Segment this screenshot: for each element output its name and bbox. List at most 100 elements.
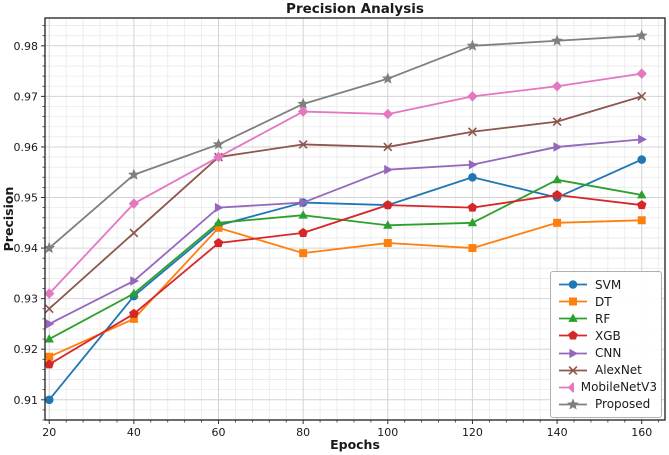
marker-x xyxy=(637,91,647,101)
plot-frame xyxy=(44,17,666,421)
marker-star xyxy=(297,97,310,109)
marker-square xyxy=(383,239,392,248)
legend-item-dt: DT xyxy=(558,293,657,310)
marker-triangle-right xyxy=(569,348,579,358)
marker-x xyxy=(568,365,578,375)
y-tick-label: 0.97 xyxy=(14,90,39,103)
legend-item-mobilenetv3: MobileNetV3 xyxy=(558,379,657,396)
marker-square xyxy=(569,297,577,306)
marker-pentagon xyxy=(552,189,562,200)
x-tick-label: 120 xyxy=(462,426,483,439)
marker-square xyxy=(214,223,223,232)
marker-pentagon xyxy=(636,200,647,210)
marker-square xyxy=(468,244,477,253)
x-tick-label: 140 xyxy=(547,426,568,439)
marker-x xyxy=(552,117,562,127)
series-line xyxy=(48,95,642,310)
legend-label: XGB xyxy=(595,328,621,343)
x-tick-label: 60 xyxy=(212,426,226,439)
legend-item-cnn: CNN xyxy=(558,345,657,362)
marker-circle xyxy=(45,395,54,405)
marker-triangle-right xyxy=(553,142,563,152)
marker-triangle-right xyxy=(45,319,55,329)
marker-diamond xyxy=(551,81,563,92)
y-tick-label: 0.95 xyxy=(14,192,39,205)
x-tick-label: 100 xyxy=(377,426,398,439)
marker-triangle-right xyxy=(468,159,478,170)
marker-triangle-right xyxy=(384,164,393,175)
marker-star xyxy=(381,72,394,84)
y-tick-label: 0.93 xyxy=(14,293,39,306)
series-line xyxy=(48,219,642,358)
marker-star xyxy=(45,241,56,254)
x-tick-label: 20 xyxy=(42,426,56,439)
marker-star xyxy=(551,34,563,46)
series-line xyxy=(48,194,642,366)
series-Proposed xyxy=(45,29,648,254)
y-tick-label: 0.94 xyxy=(14,242,39,255)
chart-title: Precision Analysis xyxy=(286,1,424,17)
legend-item-rf: RF xyxy=(558,310,657,327)
marker-triangle-up xyxy=(467,217,478,227)
legend-label: MobileNetV3 xyxy=(580,380,657,395)
marker-triangle-up xyxy=(568,313,578,323)
marker-triangle-up xyxy=(637,189,647,199)
marker-pentagon xyxy=(298,227,308,237)
marker-x xyxy=(298,139,308,149)
marker-pentagon xyxy=(467,202,478,212)
legend-label: Proposed xyxy=(595,397,651,412)
legend-item-svm: SVM xyxy=(558,276,657,293)
legend-swatch xyxy=(559,313,587,323)
marker-diamond xyxy=(636,68,647,79)
marker-diamond xyxy=(467,91,478,102)
marker-pentagon xyxy=(213,238,224,248)
marker-square xyxy=(637,216,646,225)
legend-item-alexnet: AlexNet xyxy=(558,362,657,379)
legend: SVM DT RF XGB CNN AlexNet MobileNetV3 Proposed xyxy=(550,271,662,418)
x-axis-label: Epochs xyxy=(330,437,380,452)
legend-label: CNN xyxy=(595,346,622,361)
marker-x xyxy=(129,228,139,238)
marker-x xyxy=(383,142,393,152)
legend-item-proposed: Proposed xyxy=(558,396,657,413)
marker-square xyxy=(129,314,138,323)
marker-pentagon xyxy=(383,200,393,210)
marker-triangle-right xyxy=(638,134,647,145)
series-DT xyxy=(45,216,646,361)
marker-circle xyxy=(468,172,477,182)
series-MobileNetV3 xyxy=(45,68,647,299)
marker-square xyxy=(45,352,54,361)
legend-swatch xyxy=(559,330,587,340)
y-tick-label: 0.96 xyxy=(14,141,39,154)
legend-label: RF xyxy=(595,311,611,326)
marker-star xyxy=(635,29,648,41)
marker-square xyxy=(553,218,562,227)
series-line xyxy=(48,158,643,401)
series-XGB xyxy=(45,189,647,369)
marker-triangle-up xyxy=(552,174,562,184)
series-line xyxy=(48,138,642,325)
marker-diamond xyxy=(128,198,140,209)
marker-star xyxy=(212,138,225,150)
legend-item-xgb: XGB xyxy=(558,327,657,344)
marker-triangle-up xyxy=(383,220,393,229)
series-CNN xyxy=(45,134,647,329)
marker-diamond xyxy=(382,108,393,120)
legend-label: SVM xyxy=(595,277,622,292)
legend-swatch xyxy=(559,398,587,410)
marker-pentagon xyxy=(45,359,54,369)
marker-diamond xyxy=(567,382,574,393)
legend-swatch xyxy=(559,280,587,289)
y-tick-label: 0.98 xyxy=(14,40,39,53)
marker-square xyxy=(299,249,308,258)
marker-pentagon xyxy=(129,308,139,318)
x-tick-label: 160 xyxy=(631,426,652,439)
marker-star xyxy=(127,168,140,180)
x-tick-label: 40 xyxy=(127,426,141,439)
marker-star xyxy=(466,39,479,51)
marker-diamond xyxy=(45,288,55,299)
legend-label: DT xyxy=(595,294,612,309)
y-tick-label: 0.92 xyxy=(14,343,39,356)
major-gridlines xyxy=(45,18,665,420)
